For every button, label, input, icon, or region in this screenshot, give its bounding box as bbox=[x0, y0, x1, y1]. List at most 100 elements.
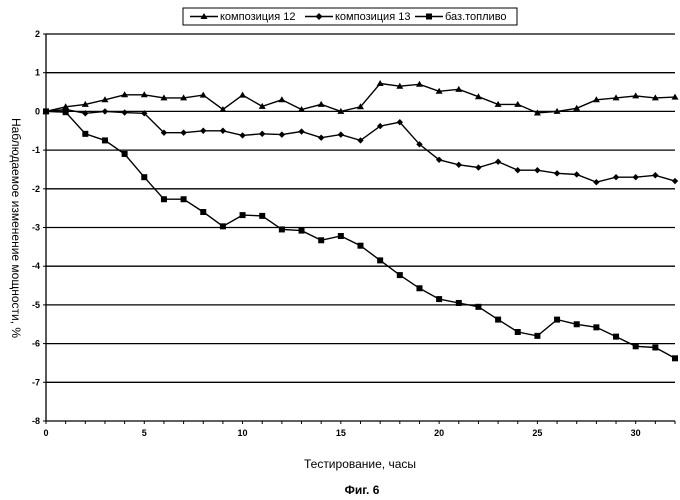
series-1 bbox=[43, 106, 678, 185]
data-point bbox=[239, 132, 245, 138]
data-point bbox=[633, 343, 639, 349]
y-tick-label: -5 bbox=[32, 300, 40, 310]
x-tick-label: 10 bbox=[238, 428, 248, 438]
data-point bbox=[220, 223, 226, 229]
data-point bbox=[672, 355, 678, 361]
data-point bbox=[102, 137, 108, 143]
data-point bbox=[515, 167, 521, 173]
y-tick-label: 0 bbox=[35, 106, 40, 116]
data-point bbox=[318, 237, 324, 243]
data-point bbox=[632, 174, 638, 180]
x-tick-label: 5 bbox=[142, 428, 147, 438]
y-tick-label: -6 bbox=[32, 339, 40, 349]
data-point bbox=[200, 209, 206, 215]
data-point bbox=[240, 212, 246, 218]
legend-label-0: композиция 12 bbox=[220, 11, 295, 23]
data-point bbox=[436, 296, 442, 302]
data-point bbox=[574, 321, 580, 327]
data-point bbox=[456, 162, 462, 168]
data-point bbox=[455, 86, 462, 92]
data-point bbox=[554, 317, 560, 323]
data-point bbox=[259, 131, 265, 137]
data-point bbox=[534, 167, 540, 173]
data-point bbox=[180, 129, 186, 135]
data-point bbox=[397, 272, 403, 278]
series-line-1 bbox=[46, 110, 675, 183]
x-axis-title: Тестирование, часы bbox=[304, 457, 416, 471]
data-point bbox=[377, 257, 383, 263]
data-point bbox=[122, 151, 128, 157]
data-point bbox=[239, 92, 246, 98]
data-point bbox=[475, 164, 481, 170]
series-group bbox=[43, 80, 679, 361]
data-point bbox=[416, 81, 423, 87]
x-tick-label: 0 bbox=[43, 428, 48, 438]
data-point bbox=[82, 131, 88, 137]
data-point bbox=[534, 333, 540, 339]
data-point bbox=[299, 228, 305, 234]
data-point bbox=[632, 92, 639, 98]
data-point bbox=[278, 96, 285, 102]
data-point bbox=[416, 285, 422, 291]
data-point bbox=[200, 128, 206, 134]
gridlines bbox=[46, 34, 675, 382]
legend-label-2: баз.топливо bbox=[445, 11, 507, 23]
y-axis-title: Наблюдаемое изменение мощности, % bbox=[9, 118, 23, 338]
data-point bbox=[495, 159, 501, 165]
data-point bbox=[279, 226, 285, 232]
data-point bbox=[141, 174, 147, 180]
y-tick-labels: 2 1 0 -1 -2 -3 -4 -5 -6 -7 -8 bbox=[32, 29, 40, 426]
data-point bbox=[181, 196, 187, 202]
data-point bbox=[574, 171, 580, 177]
data-point bbox=[102, 108, 108, 114]
y-tick-label: -8 bbox=[32, 416, 40, 426]
data-point bbox=[515, 329, 521, 335]
data-point bbox=[279, 131, 285, 137]
data-point bbox=[652, 344, 658, 350]
data-point bbox=[495, 317, 501, 323]
data-point bbox=[613, 334, 619, 340]
data-point bbox=[259, 213, 265, 219]
series-line-2 bbox=[46, 111, 675, 358]
data-point bbox=[613, 174, 619, 180]
y-tick-label: -7 bbox=[32, 377, 40, 387]
data-point bbox=[200, 92, 207, 98]
data-point bbox=[554, 170, 560, 176]
series-0 bbox=[43, 80, 679, 115]
x-tick-label: 25 bbox=[532, 428, 542, 438]
axes bbox=[43, 34, 675, 424]
x-tick-label: 20 bbox=[434, 428, 444, 438]
x-tick-label: 30 bbox=[631, 428, 641, 438]
data-point bbox=[63, 109, 69, 115]
square-marker-icon bbox=[426, 14, 432, 20]
y-tick-label: -1 bbox=[32, 145, 40, 155]
data-point bbox=[475, 304, 481, 310]
data-point bbox=[318, 135, 324, 141]
data-point bbox=[298, 128, 304, 134]
data-point bbox=[358, 243, 364, 249]
data-point bbox=[43, 108, 49, 114]
y-tick-label: -4 bbox=[32, 261, 40, 271]
data-point bbox=[652, 172, 658, 178]
data-point bbox=[377, 80, 384, 86]
data-point bbox=[161, 196, 167, 202]
series-2 bbox=[43, 108, 678, 361]
legend: композиция 12 композиция 13 баз.топливо bbox=[183, 8, 517, 25]
data-point bbox=[338, 131, 344, 137]
data-point bbox=[456, 300, 462, 306]
data-point bbox=[220, 128, 226, 134]
y-tick-label: 1 bbox=[35, 68, 40, 78]
figure-caption: Фиг. 6 bbox=[345, 483, 380, 497]
data-point bbox=[121, 109, 127, 115]
y-tick-label: -3 bbox=[32, 223, 40, 233]
y-tick-label: 2 bbox=[35, 29, 40, 39]
data-point bbox=[593, 324, 599, 330]
data-point bbox=[593, 179, 599, 185]
y-tick-label: -2 bbox=[32, 184, 40, 194]
x-tick-labels: 0 5 10 15 20 25 30 bbox=[43, 428, 640, 438]
data-point bbox=[672, 178, 678, 184]
x-tick-label: 15 bbox=[336, 428, 346, 438]
data-point bbox=[318, 101, 325, 107]
legend-label-1: композиция 13 bbox=[335, 11, 410, 23]
